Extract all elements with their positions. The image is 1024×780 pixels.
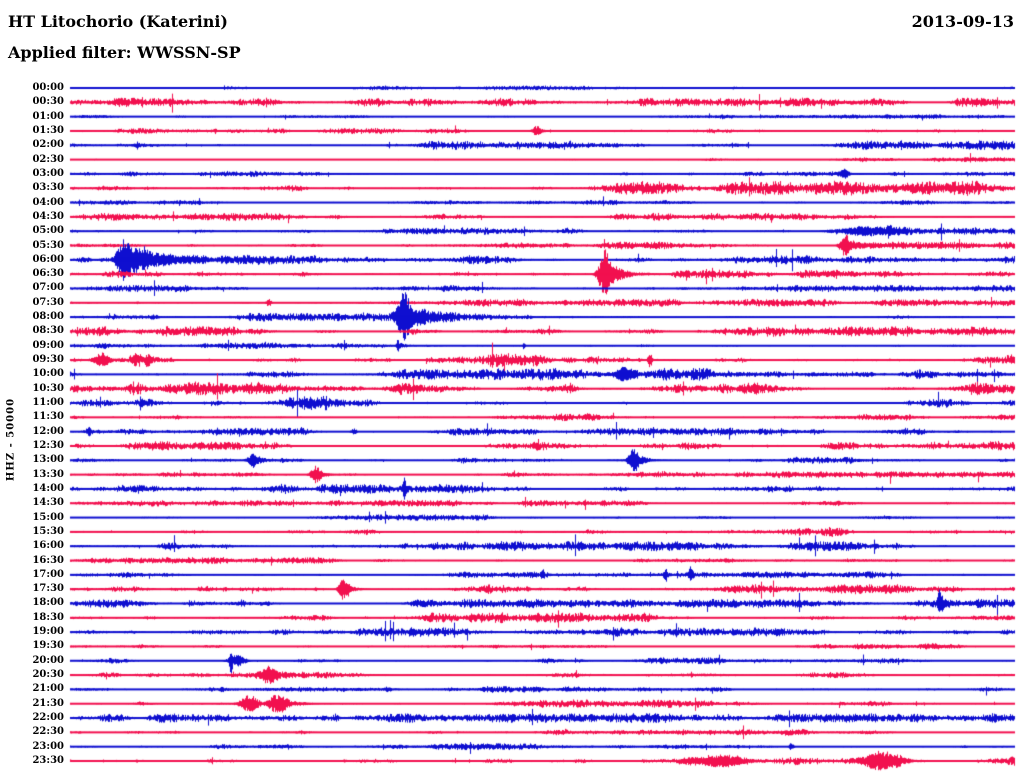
trace-time-label: 13:00 [32,454,64,466]
trace-time-label: 07:30 [32,296,64,308]
trace-time-label: 05:30 [32,239,64,251]
trace-time-label: 23:00 [32,740,64,752]
trace-time-label: 10:30 [32,382,64,394]
trace-time-label: 00:00 [32,82,64,93]
trace-time-label: 09:30 [32,354,64,366]
trace-time-label: 05:00 [32,225,64,237]
trace-time-label: 06:00 [32,253,64,265]
trace-time-label: 16:00 [32,540,64,552]
trace-time-label: 12:00 [32,425,64,437]
trace-time-label: 01:00 [32,110,64,122]
trace-time-label: 03:00 [32,167,64,179]
trace-time-label: 20:00 [32,654,64,666]
station-title: HT Litochorio (Katerini) [8,12,228,31]
trace-time-label: 00:30 [32,96,64,108]
trace-time-label: 17:00 [32,568,64,580]
trace-time-label: 19:00 [32,626,64,638]
trace-time-label: 06:30 [32,268,64,280]
trace-time-label: 03:30 [32,182,64,194]
trace-time-label: 08:00 [32,311,64,323]
trace-time-label: 14:30 [32,497,64,509]
trace-time-label: 19:30 [32,640,64,652]
trace-time-label: 21:00 [32,683,64,695]
record-date: 2013-09-13 [911,12,1014,31]
trace-time-label: 18:30 [32,611,64,623]
trace-time-label: 11:00 [32,397,64,409]
trace-time-label: 08:30 [32,325,64,337]
trace-time-label: 16:30 [32,554,64,566]
trace-time-label: 12:30 [32,439,64,451]
trace-time-label: 04:00 [32,196,64,208]
trace-time-label: 04:30 [32,210,64,222]
trace-time-label: 10:00 [32,368,64,380]
trace-time-label: 02:30 [32,153,64,165]
trace-time-label: 01:30 [32,124,64,136]
trace-time-label: 02:00 [32,139,64,151]
trace-time-label: 15:30 [32,525,64,537]
trace-time-label: 09:00 [32,339,64,351]
trace-time-label: 22:00 [32,712,64,724]
applied-filter-label: Applied filter: WWSSN-SP [8,43,241,62]
trace-time-label: 21:30 [32,697,64,709]
trace-time-label: 14:00 [32,482,64,494]
trace-time-label: 22:30 [32,726,64,738]
trace-time-label: 15:00 [32,511,64,523]
trace-time-label: 07:00 [32,282,64,294]
trace-time-label: 17:30 [32,583,64,595]
trace-time-label: 23:30 [32,755,64,766]
trace-time-label: 11:30 [32,411,64,423]
trace-time-label: 13:30 [32,468,64,480]
trace-time-label: 20:30 [32,669,64,681]
trace-time-label: 18:00 [32,597,64,609]
